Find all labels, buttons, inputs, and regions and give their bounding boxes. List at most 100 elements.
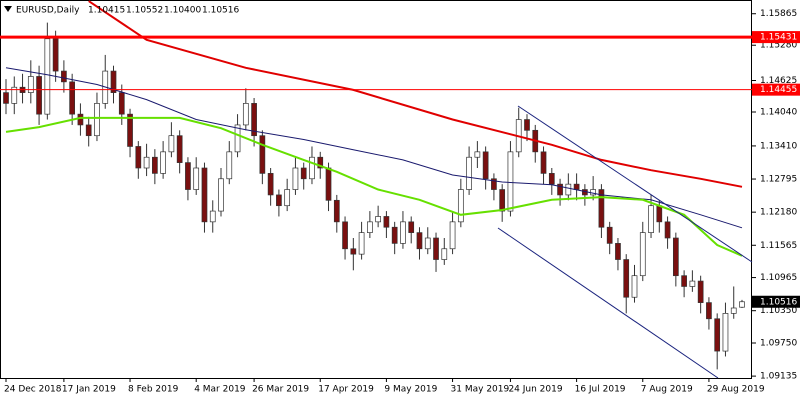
candle-body — [664, 221, 671, 239]
candle-body — [449, 221, 456, 250]
candle-body — [276, 194, 282, 207]
candle-body — [639, 232, 646, 277]
ohlc-open: 1.10415 — [88, 6, 125, 16]
candle-body — [623, 259, 630, 298]
price-level-box — [752, 31, 800, 44]
menu-icon[interactable] — [4, 6, 12, 12]
candle-body — [598, 189, 605, 228]
x-tick-label: 26 Mar 2019 — [252, 385, 309, 395]
candle-body — [499, 189, 506, 212]
candle-body — [474, 151, 481, 158]
candle-body — [127, 113, 133, 147]
candle-body — [648, 205, 654, 233]
x-tick-label: 16 Jul 2019 — [575, 385, 626, 395]
price-level-box — [752, 83, 800, 96]
x-tick-label: 4 Mar 2019 — [194, 385, 246, 395]
x-tick-label: 24 Dec 2018 — [4, 385, 62, 395]
x-tick-label: 9 May 2019 — [384, 385, 437, 395]
x-tick-label: 17 Jan 2019 — [62, 385, 116, 395]
candle-body — [697, 280, 704, 303]
y-tick-label: 1.14625 — [760, 76, 797, 86]
candle-body — [226, 151, 233, 180]
y-tick-label: 1.15280 — [760, 41, 797, 51]
candle-body — [466, 156, 472, 190]
candle-body — [69, 81, 76, 115]
candle-body — [507, 151, 514, 212]
plot-frame — [0, 0, 752, 379]
price-level-label: 1.15431 — [760, 33, 797, 43]
candle-body — [524, 119, 530, 131]
candle-body — [714, 318, 721, 352]
channel-line — [497, 227, 719, 379]
candle-body — [482, 151, 489, 180]
x-tick-label: 24 Jun 2019 — [508, 385, 562, 395]
y-tick-label: 1.13410 — [760, 141, 797, 151]
candle-body — [292, 167, 299, 190]
y-tick-label: 1.14040 — [760, 108, 797, 118]
candle-body — [416, 232, 423, 250]
candle-body — [61, 70, 67, 83]
candle-body — [176, 135, 183, 163]
candle-body — [557, 183, 563, 196]
candle-body — [284, 189, 291, 207]
candle-body — [27, 76, 34, 93]
y-tick-label: 1.12180 — [760, 208, 797, 218]
candle-body — [672, 237, 679, 277]
channel-line — [517, 105, 753, 263]
ohlc-high: 1.10552 — [126, 6, 163, 16]
candle-body — [3, 92, 9, 104]
ohlc-low: 1.10400 — [164, 6, 201, 16]
candle-body — [722, 313, 729, 352]
candle-body — [325, 167, 332, 201]
candle-body — [739, 301, 745, 308]
candle-body — [218, 178, 224, 212]
candle-body — [193, 167, 200, 190]
candle-body — [94, 103, 100, 137]
candle-body — [242, 103, 249, 126]
x-tick-label: 31 May 2019 — [451, 385, 510, 395]
candle-body — [689, 280, 696, 287]
y-tick-label: 1.10965 — [760, 273, 797, 283]
candle-body — [317, 156, 324, 169]
price-level-label: 1.14455 — [760, 85, 797, 95]
candle-body — [333, 199, 340, 223]
candle-body — [573, 183, 580, 190]
candle-body — [706, 302, 712, 320]
x-tick-label: 17 Apr 2019 — [318, 385, 374, 395]
candle-body — [168, 135, 175, 153]
ohlc-close: 1.10516 — [202, 6, 239, 16]
candle-body — [118, 92, 125, 115]
candle-body — [631, 275, 638, 298]
candle-body — [408, 221, 415, 233]
y-tick-label: 1.09135 — [760, 372, 797, 382]
candle-body — [375, 216, 381, 223]
candle-body — [52, 38, 59, 72]
candle-body — [36, 76, 42, 115]
candle-body — [548, 173, 555, 185]
y-tick-label: 1.15865 — [760, 9, 797, 19]
candle-body — [251, 103, 257, 137]
candle-body — [681, 275, 687, 287]
candle-body — [201, 167, 208, 223]
x-tick-label: 7 Aug 2019 — [641, 385, 693, 395]
overlay: 1.15865 1.15280 1.14625 1.14040 1.13410 1.127… — [0, 9, 800, 395]
candle-body — [135, 146, 142, 169]
y-tick-label: 1.10350 — [760, 306, 797, 316]
moving-average — [5, 116, 743, 257]
current-price-label: 1.10516 — [760, 297, 797, 307]
candle-body — [85, 124, 92, 137]
y-tick-label: 1.09750 — [760, 339, 797, 349]
candle-body — [209, 210, 216, 223]
candle-body — [185, 162, 191, 190]
candle-body — [606, 226, 613, 244]
candle-body — [730, 307, 737, 314]
candle-body — [590, 189, 596, 196]
candle-body — [44, 38, 51, 115]
candle-body — [267, 173, 274, 196]
x-tick-label: 8 Feb 2019 — [128, 385, 179, 395]
candle-body — [259, 135, 266, 174]
y-tick-label: 1.11565 — [760, 241, 797, 251]
y-tick-label: 1.12795 — [760, 175, 797, 185]
candle-body — [77, 113, 84, 126]
